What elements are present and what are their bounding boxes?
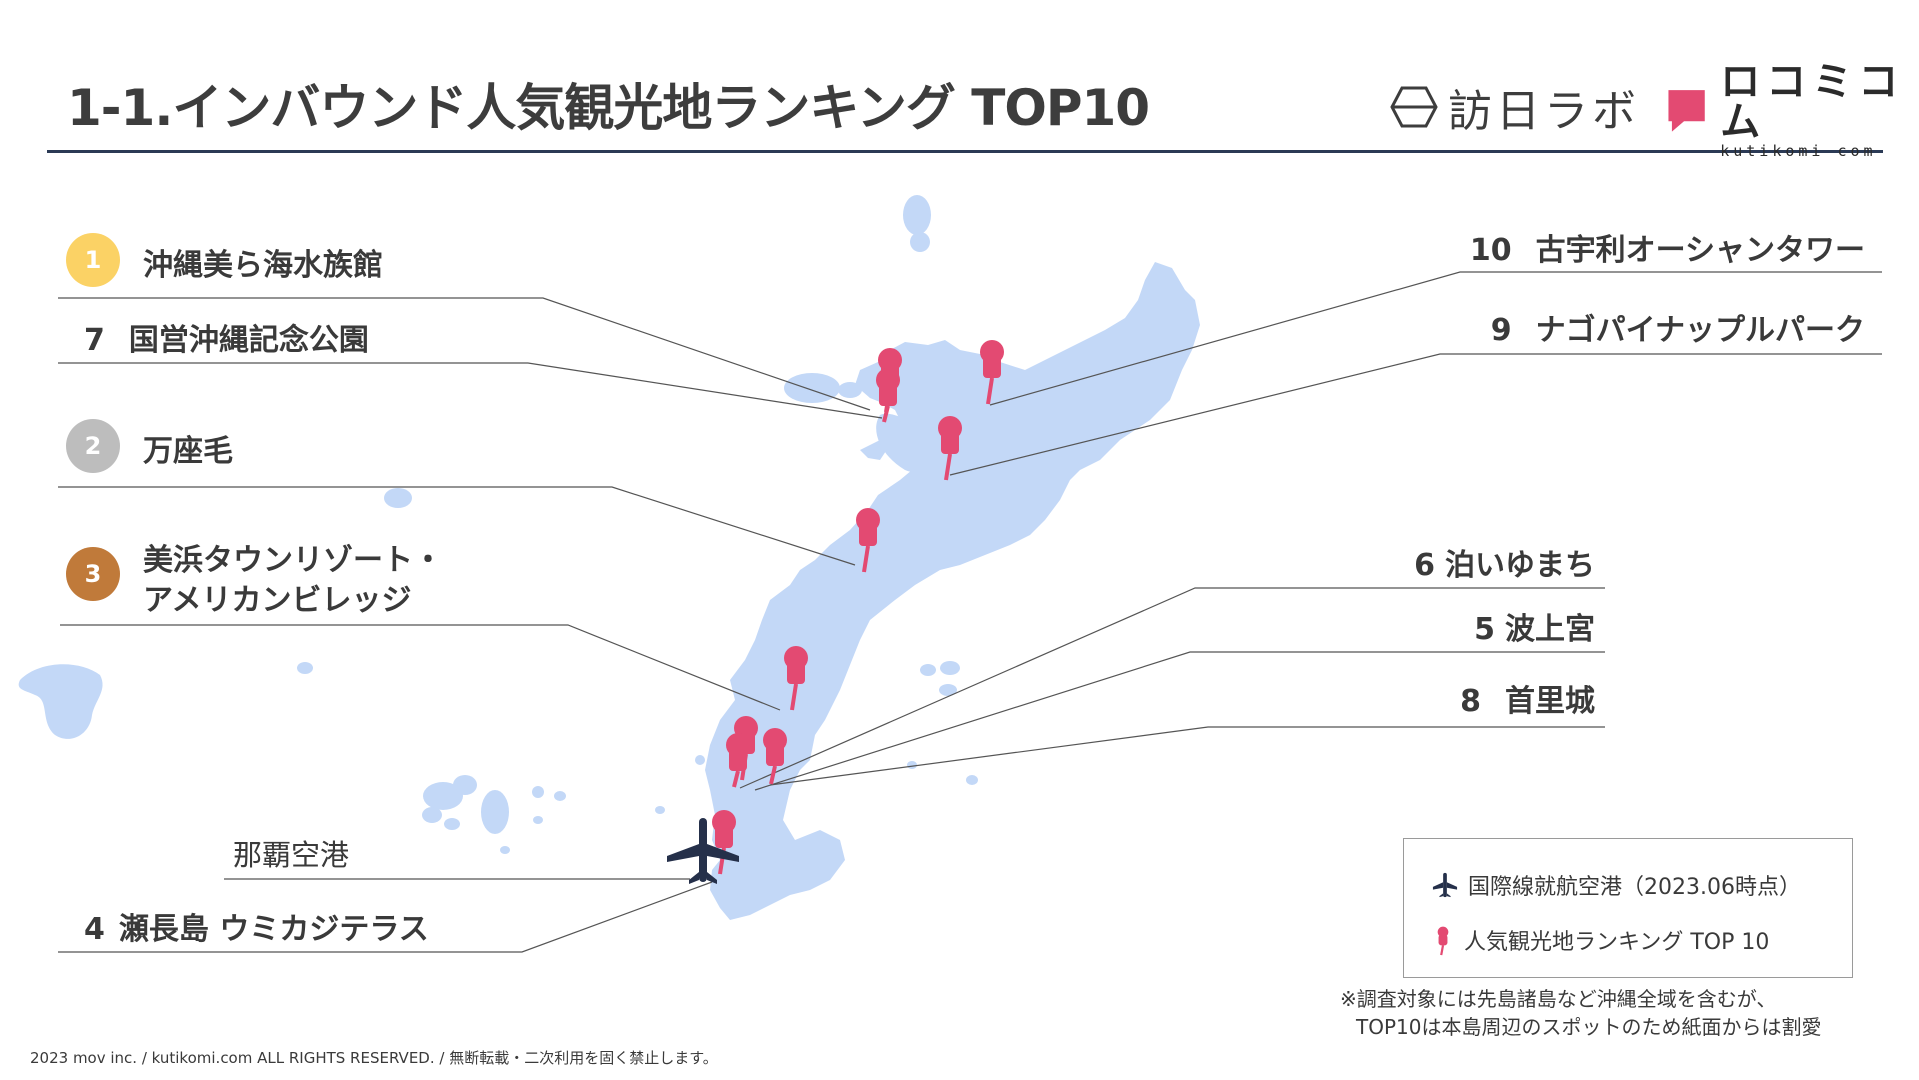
rank-name-9: ナゴパイナップルパーク [1535, 313, 1865, 348]
rank-label-6: 6 泊いゆまち [1414, 540, 1595, 584]
kutikomi-logo-jp: ロコミコム [1720, 58, 1905, 145]
title-divider [47, 150, 1883, 153]
hexagon-logo-icon [1390, 86, 1438, 128]
leader-line-8 [769, 726, 1605, 786]
rank-label-7: 7 国営沖縄記念公園 [84, 315, 369, 359]
rank-number-4: 4 [84, 912, 105, 947]
legend-pins-text: 人気観光地ランキング TOP 10 [1464, 930, 1770, 955]
rank-name-10: 古宇利オーシャンタワー [1535, 233, 1865, 268]
rank-number-5: 5 [1474, 612, 1495, 647]
footnote: ※調査対象には先島諸島など沖縄全域を含むが、 TOP10は本島周辺のスポットのた… [1340, 985, 1821, 1041]
legend-airport-text: 国際線就航空港（2023.06時点） [1468, 875, 1801, 900]
kutikomi-logo-en: kutikomi com [1720, 141, 1877, 160]
okinawa-main-island [705, 262, 1200, 920]
rank-badge-silver: 2 [66, 419, 120, 473]
kutikomi-mark-icon [1668, 90, 1705, 132]
pin-icon [726, 733, 750, 788]
footnote-line-1: ※調査対象には先島諸島など沖縄全域を含むが、 [1340, 987, 1777, 1011]
rank-badge-gold: 1 [66, 233, 120, 287]
rank-label-10: 10 古宇利オーシャンタワー [1470, 225, 1865, 269]
kutikomi-logo: ロコミコム kutikomi com [1665, 62, 1919, 158]
rank-label-3-line1: 美浜タウンリゾート・ [143, 543, 443, 578]
leader-lines [58, 271, 1882, 953]
airplane-icon [1432, 872, 1458, 898]
rank-label-1: 沖縄美ら海水族館 [143, 248, 383, 283]
rank-label-5: 5 波上宮 [1474, 604, 1595, 648]
rank-number-7: 7 [84, 323, 105, 358]
legend-pins: 人気観光地ランキング TOP 10 [1432, 924, 1769, 956]
rank-label-2: 万座毛 [143, 434, 233, 469]
legend-airport: 国際線就航空港（2023.06時点） [1432, 869, 1801, 901]
pin-icon [784, 646, 808, 711]
rank-number-9: 9 [1490, 313, 1512, 348]
leader-line-2 [58, 486, 856, 566]
airplane-icon [667, 818, 739, 884]
rank-name-7: 国営沖縄記念公園 [128, 323, 369, 358]
leader-line-4 [58, 881, 713, 953]
pin-icon [856, 508, 880, 573]
rank-number-10: 10 [1469, 233, 1512, 268]
rank-name-4: 瀬長島 ウミカジテラス [118, 912, 429, 947]
footnote-line-2: TOP10は本島周辺のスポットのため紙面からは割愛 [1356, 1015, 1822, 1039]
leader-line-5 [754, 651, 1605, 791]
rank-number-8: 8 [1460, 684, 1481, 719]
map-legend: 国際線就航空港（2023.06時点） 人気観光地ランキング TOP 10 [1403, 838, 1853, 978]
pin-icon [876, 368, 900, 423]
rank-badge-bronze: 3 [66, 547, 120, 601]
airport-label: 那覇空港 [233, 838, 350, 872]
rank-label-9: 9 ナゴパイナップルパーク [1491, 305, 1865, 349]
pin-icon [938, 416, 962, 481]
pin-icon [763, 728, 787, 785]
leader-line-1 [58, 297, 871, 411]
rank-name-5: 波上宮 [1505, 612, 1595, 647]
hojin-lab-logo-text: 訪日ラボ [1448, 86, 1640, 137]
rank-label-4: 4 瀬長島 ウミカジテラス [84, 904, 429, 948]
pin-icon [980, 340, 1004, 405]
ranking-pins [712, 340, 1004, 875]
rank-label-3-line2: アメリカンビレッジ [143, 583, 412, 618]
leader-line-3 [60, 624, 781, 711]
leader-line-10 [989, 271, 1882, 406]
page-title: 1-1.インバウンド人気観光地ランキング TOP10 [67, 79, 1150, 137]
rank-name-8: 首里城 [1505, 684, 1595, 719]
leader-line-6 [739, 587, 1605, 789]
copyright-footer: 2023 mov inc. / kutikomi.com ALL RIGHTS … [30, 1049, 718, 1067]
hojin-lab-logo: 訪日ラボ [1390, 82, 1640, 137]
rank-label-8: 8 首里城 [1460, 676, 1595, 720]
pin-icon [1437, 926, 1449, 956]
leader-line-7 [58, 362, 883, 419]
rank-name-6: 泊いゆまち [1445, 548, 1595, 583]
leader-line-9 [949, 353, 1882, 476]
rank-number-6: 6 [1414, 548, 1435, 583]
